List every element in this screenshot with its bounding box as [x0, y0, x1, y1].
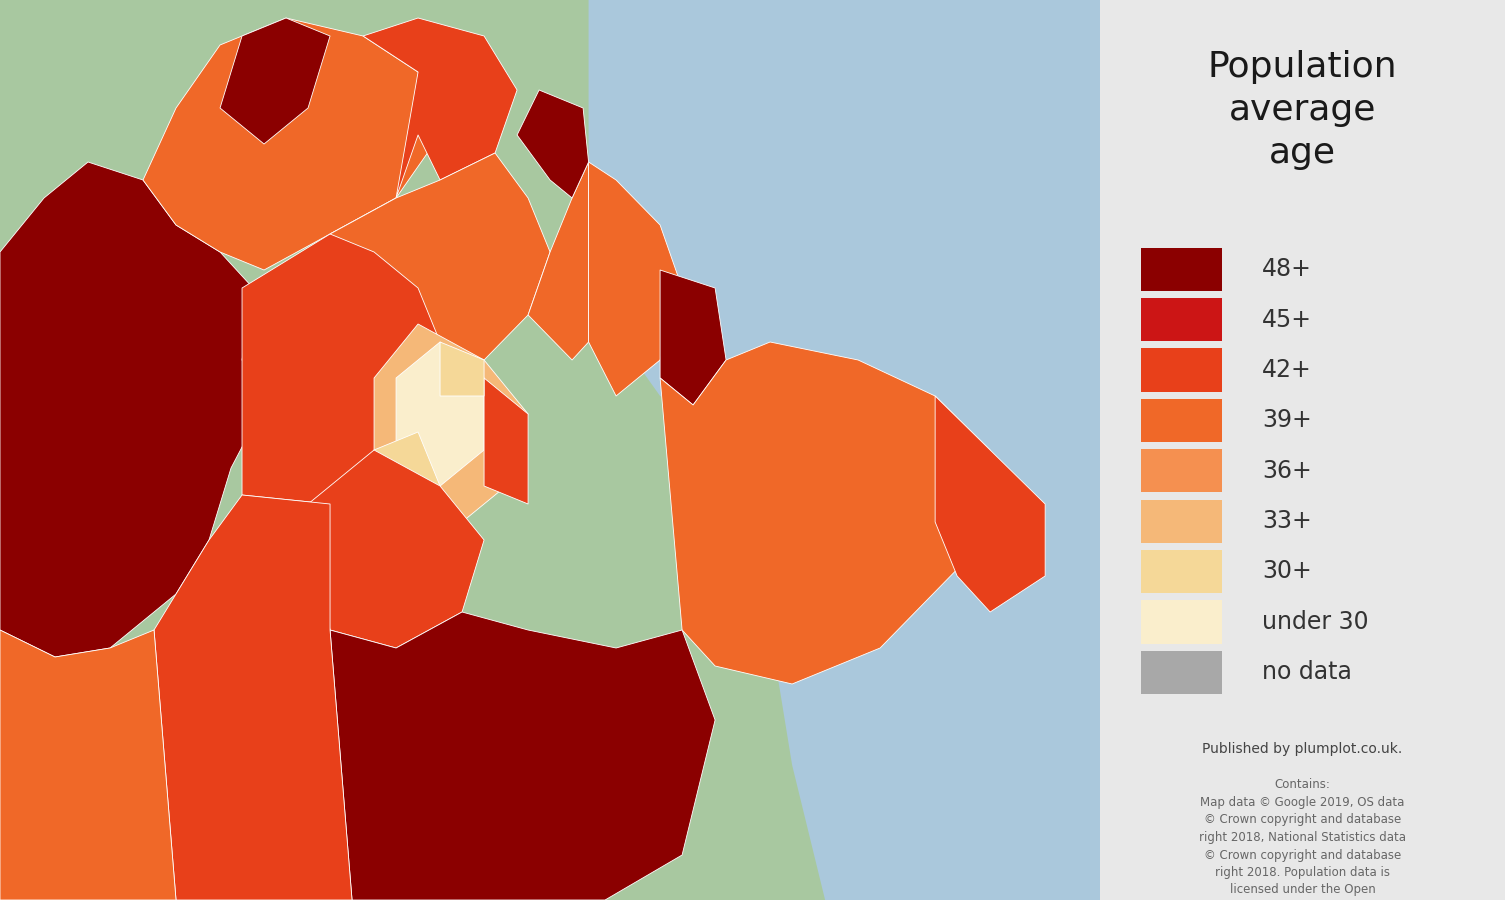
Text: 42+: 42+ — [1263, 358, 1312, 382]
Text: under 30: under 30 — [1263, 610, 1368, 634]
Text: 36+: 36+ — [1263, 459, 1312, 482]
Bar — [1141, 348, 1222, 392]
Text: Contains:
Map data © Google 2019, OS data
© Crown copyright and database
right 2: Contains: Map data © Google 2019, OS dat… — [1199, 778, 1406, 900]
Text: 33+: 33+ — [1263, 509, 1312, 533]
Bar — [1141, 399, 1222, 442]
Bar — [1141, 550, 1222, 593]
Text: Population
average
age: Population average age — [1209, 50, 1397, 170]
Text: 48+: 48+ — [1263, 257, 1312, 281]
Text: no data: no data — [1263, 661, 1351, 684]
Text: 45+: 45+ — [1263, 308, 1312, 331]
Bar — [1141, 248, 1222, 291]
Bar — [1141, 500, 1222, 543]
Bar — [1141, 651, 1222, 694]
Text: Published by plumplot.co.uk.: Published by plumplot.co.uk. — [1202, 742, 1403, 757]
Bar — [1141, 449, 1222, 492]
Bar — [1141, 298, 1222, 341]
Text: 39+: 39+ — [1263, 409, 1312, 432]
Text: 30+: 30+ — [1263, 560, 1312, 583]
Bar — [1141, 600, 1222, 644]
